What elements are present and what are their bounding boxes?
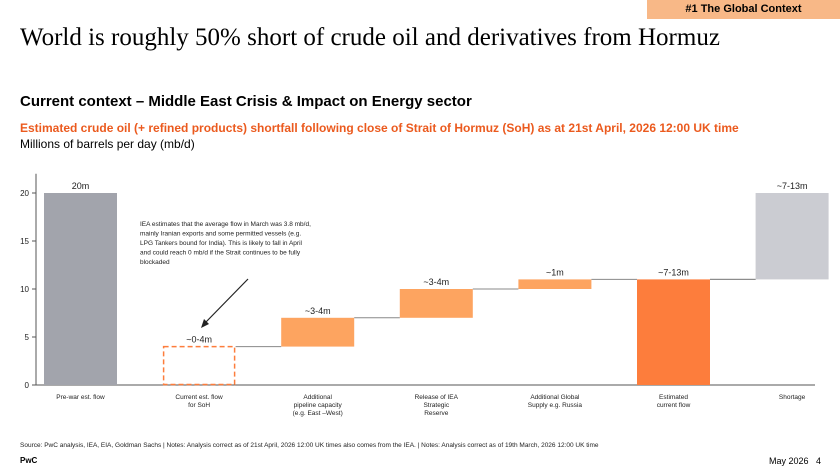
annotation-text: and could reach 0 mb/d if the Strait con…: [140, 250, 301, 257]
category-label: Additional: [303, 394, 332, 401]
bar: [162, 345, 236, 386]
footer-date: May 2026: [769, 456, 809, 466]
category-label: Release of IEA: [415, 394, 459, 401]
page-number: 4: [816, 456, 822, 466]
bar: [755, 193, 829, 280]
category-label: Shortage: [779, 394, 806, 401]
chart-headline: Estimated crude oil (+ refined products)…: [20, 121, 739, 135]
category-label: pipeline capacity: [294, 402, 343, 409]
category-label: Current est. flow: [175, 394, 223, 401]
bar: [44, 193, 117, 385]
section-subtitle: Current context – Middle East Crisis & I…: [20, 93, 472, 110]
category-label: (e.g. East –West): [293, 410, 343, 417]
section-tag: #1 The Global Context: [647, 0, 840, 19]
page-title: World is roughly 50% short of crude oil …: [20, 24, 720, 51]
data-label: ~7-13m: [658, 267, 689, 277]
y-tick-label: 5: [25, 333, 30, 342]
waterfall-chart: 0 5 10 15 20 20m ~0-4m ~3-4m ~3-4m ~1m ~7-13m ~7-1…: [20, 173, 829, 417]
data-label: 20m: [72, 181, 90, 191]
category-label: Supply e.g. Russia: [528, 402, 583, 409]
annotation: IEA estimates that the average flow in M…: [140, 221, 311, 328]
annotation-arrow-head: [201, 319, 209, 328]
y-tick-label: 10: [20, 285, 29, 294]
pwc-logo: PwC: [20, 456, 38, 465]
data-label: ~3-4m: [423, 277, 449, 287]
data-label: ~1m: [546, 267, 564, 277]
data-labels: 20m ~0-4m ~3-4m ~3-4m ~1m ~7-13m ~7-13m: [72, 181, 808, 345]
category-label: current flow: [657, 402, 691, 409]
source-note: Source: PwC analysis, IEA, EIA, Goldman …: [20, 442, 599, 449]
bar: [399, 289, 473, 318]
category-label: Pre-war est. flow: [56, 394, 105, 401]
bar: [281, 317, 355, 347]
annotation-arrow-line: [204, 278, 249, 324]
category-label: for SoH: [188, 402, 210, 409]
bar-series: [44, 193, 829, 386]
category-label: Additional Global: [530, 394, 580, 401]
annotation-text: LPG Tankers bound for India). This is li…: [140, 240, 303, 247]
connector-lines: [235, 278, 756, 348]
category-label: Strategic: [423, 402, 449, 409]
y-tick-label: 20: [20, 189, 29, 198]
data-label: ~7-13m: [777, 181, 808, 191]
y-tick-label: 0: [25, 381, 30, 390]
category-label: Reserve: [424, 410, 449, 417]
category-label: Estimated: [659, 394, 688, 401]
data-label: ~0-4m: [186, 335, 212, 345]
unit-label: Millions of barrels per day (mb/d): [20, 137, 195, 151]
data-label: ~3-4m: [305, 306, 331, 316]
y-tick-label: 15: [20, 237, 29, 246]
bar: [518, 279, 592, 289]
bar: [637, 279, 710, 385]
annotation-text: blockaded: [140, 259, 170, 266]
annotation-text: IEA estimates that the average flow in M…: [140, 221, 311, 228]
annotation-text: mainly Iranian exports and some permitte…: [140, 231, 301, 238]
